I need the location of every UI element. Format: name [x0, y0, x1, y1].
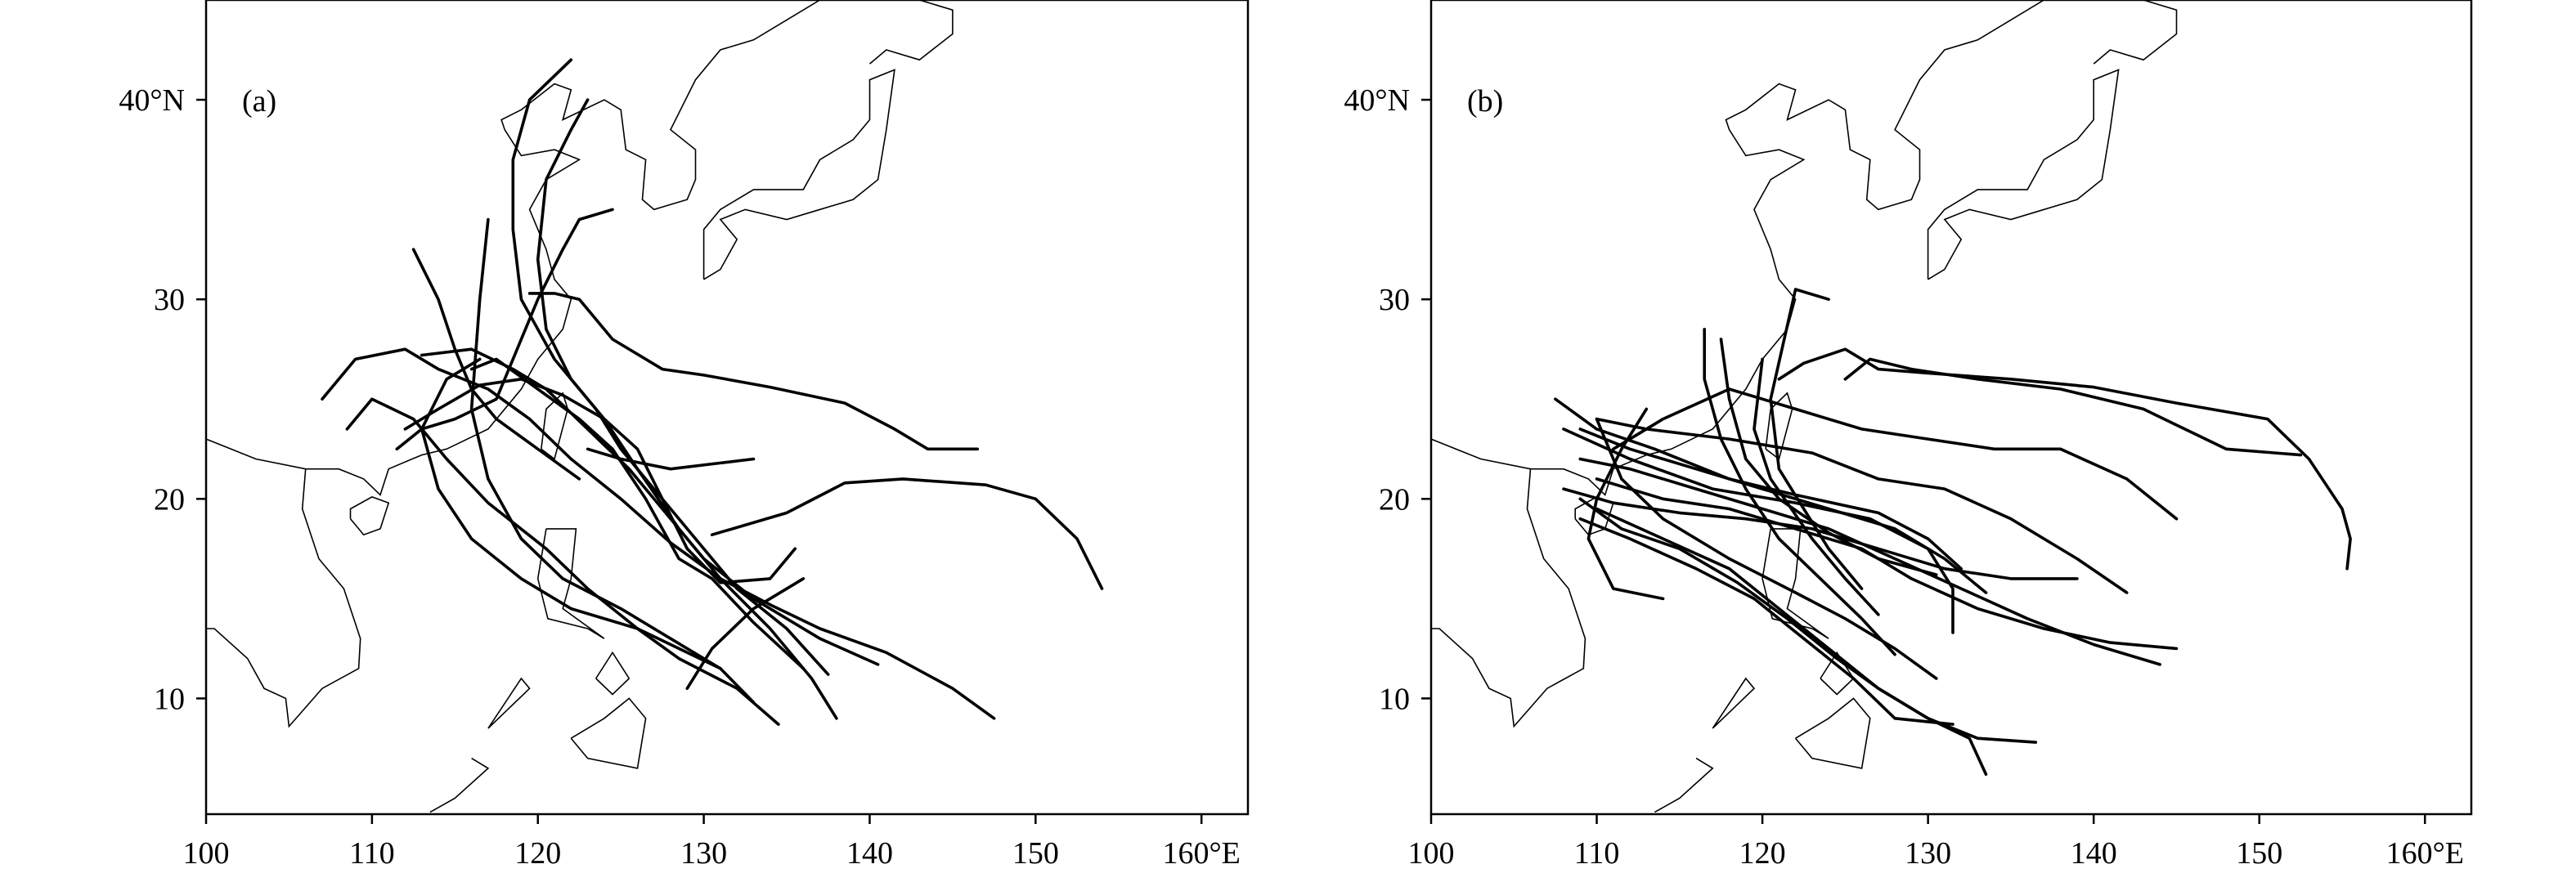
typhoon-track	[420, 357, 756, 705]
coastline	[429, 757, 490, 813]
panel-a: 100 110 120 130 140 150 160°E 10 20 30 40°N (a)	[119, 0, 1250, 871]
x-tick-label: 140	[2071, 836, 2117, 871]
typhoon-track	[527, 292, 980, 451]
x-tick-label: 160°E	[2386, 836, 2464, 871]
x-tick-label: 100	[1408, 836, 1455, 871]
typhoon-track	[511, 58, 830, 676]
typhoon-track	[1719, 338, 1938, 576]
coastline	[1431, 468, 1586, 728]
typhoon-track	[1578, 497, 1988, 777]
y-tick-label: 20	[1379, 482, 1410, 517]
y-tick-label: 30	[154, 283, 185, 317]
typhoon-track	[1562, 428, 1954, 634]
y-tick-label: 40°N	[119, 83, 185, 118]
coastline	[570, 697, 647, 769]
x-tick-label: 120	[1739, 836, 1786, 871]
typhoon-track	[586, 447, 756, 471]
coastline	[1431, 0, 2044, 496]
x-tick-label: 150	[2236, 836, 2282, 871]
panel-b: 100 110 120 130 140 150 160°E 10 20 30 40°N (b)	[1344, 0, 2473, 871]
x-tick-label: 110	[1574, 836, 1620, 871]
typhoon-track	[1578, 517, 1954, 726]
y-tick-label: 40°N	[1344, 83, 1410, 118]
y-tick-label: 30	[1379, 283, 1410, 317]
typhoon-track	[1843, 357, 2303, 457]
typhoon-track	[1595, 417, 1938, 680]
x-tick-label: 160°E	[1162, 836, 1240, 871]
y-tick-label: 10	[154, 682, 185, 716]
typhoon-track	[1562, 487, 2079, 580]
map-frame	[1429, 0, 2473, 816]
typhoon-track	[1554, 397, 1963, 571]
typhoon-track	[1769, 288, 1864, 590]
coastline	[1761, 528, 1829, 639]
x-tick-label: 130	[1905, 836, 1951, 871]
typhoon-track	[1752, 357, 1880, 616]
typhoon-track	[469, 217, 722, 670]
x-tick-label: 100	[183, 836, 230, 871]
coastline	[487, 677, 531, 729]
coastline	[2093, 0, 2178, 65]
x-tick-label: 120	[514, 836, 561, 871]
x-tick-label: 110	[349, 836, 395, 871]
map-area	[1431, 0, 2352, 813]
typhoon-track	[1595, 417, 2129, 594]
coastline	[1712, 677, 1756, 729]
y-tick-label: 20	[154, 482, 185, 517]
typhoon-track	[710, 477, 1104, 590]
typhoon-track	[1595, 507, 2038, 744]
typhoon-track	[1586, 407, 1665, 601]
coastline	[1927, 69, 2120, 280]
x-tick-label: 140	[846, 836, 893, 871]
typhoon-track	[536, 98, 838, 720]
y-tick-label: 10	[1379, 682, 1410, 716]
typhoon-track	[1777, 347, 2352, 571]
typhoon-track	[411, 248, 581, 481]
typhoon-track	[321, 347, 996, 720]
coastline	[206, 468, 361, 728]
typhoon-track	[1595, 477, 2179, 651]
coastline	[868, 0, 954, 65]
panel-label: (b)	[1467, 84, 1503, 119]
typhoon-track	[395, 208, 614, 451]
coastline	[206, 0, 821, 496]
coastline	[1794, 697, 1871, 769]
map-area	[206, 0, 1104, 813]
typhoon-track	[1612, 387, 2179, 521]
coastline	[595, 651, 631, 696]
typhoon-track	[469, 357, 806, 670]
typhoon-track	[1578, 428, 1988, 594]
coastline	[349, 496, 390, 536]
typhoon-track	[345, 397, 780, 726]
typhoon-track	[1703, 327, 1896, 656]
x-tick-label: 150	[1012, 836, 1059, 871]
panel-label: (a)	[242, 84, 276, 119]
map-frame	[204, 0, 1250, 816]
coastline	[702, 69, 895, 280]
coastline	[541, 392, 569, 460]
x-tick-label: 130	[680, 836, 727, 871]
coastline	[1654, 757, 1714, 813]
